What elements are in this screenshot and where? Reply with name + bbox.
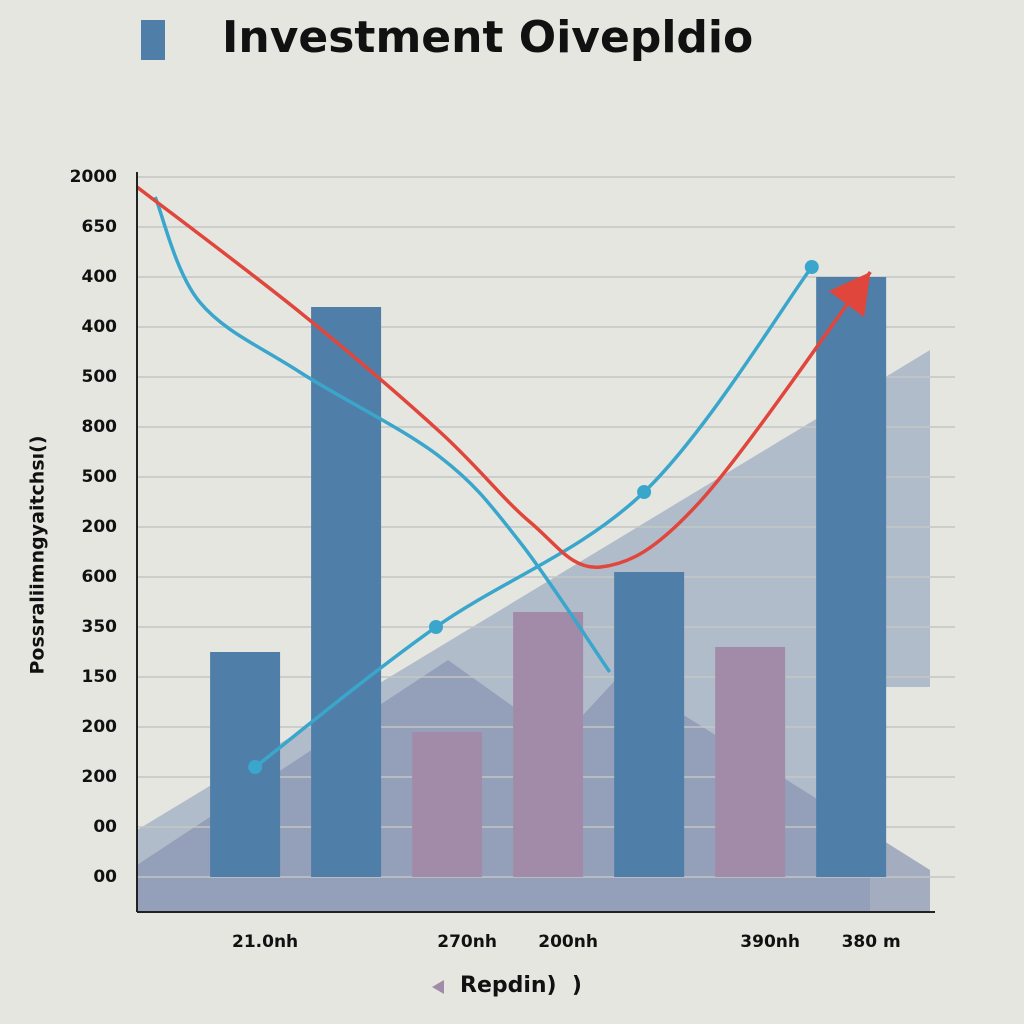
- arrow-head: [828, 272, 871, 318]
- line-marker: [428, 620, 443, 634]
- line-marker: [804, 260, 819, 274]
- x-tick-label: 21.0nh: [232, 932, 298, 952]
- x-tick-label: 380 m: [842, 932, 901, 952]
- x-tick-label: 200nh: [538, 932, 598, 952]
- y-tick-label: 200: [82, 517, 118, 537]
- chart-title: Investment Oivepldio: [222, 12, 753, 63]
- y-tick-label: 00: [93, 867, 117, 887]
- title-icon: [141, 20, 165, 60]
- bar: [210, 652, 281, 877]
- x-tick-label: 390nh: [740, 932, 800, 952]
- line-marker: [248, 760, 263, 774]
- legend-label: Repdin) ): [460, 973, 582, 998]
- bar: [614, 572, 685, 877]
- x-tick-label: 270nh: [437, 932, 497, 952]
- y-tick-label: 350: [82, 617, 118, 637]
- line-marker: [637, 485, 652, 499]
- y-tick-label: 500: [82, 467, 118, 487]
- y-tick-label: 2000: [70, 167, 117, 187]
- bar: [816, 277, 887, 877]
- y-tick-label: 650: [82, 217, 118, 237]
- y-tick-label: 200: [82, 717, 118, 737]
- line: [135, 185, 872, 569]
- line: [153, 196, 612, 673]
- bar: [513, 612, 584, 877]
- line: [254, 265, 814, 769]
- y-tick-label: 800: [82, 417, 118, 437]
- y-tick-label: 400: [82, 317, 118, 337]
- y-tick-label: 00: [93, 817, 117, 837]
- y-tick-label: 150: [82, 667, 118, 687]
- y-axis-label: Possraliimngyaitchsı(): [27, 435, 49, 674]
- y-tick-label: 500: [82, 367, 118, 387]
- bar: [311, 307, 382, 877]
- legend-marker: [432, 980, 444, 994]
- y-tick-label: 600: [82, 567, 118, 587]
- bar: [715, 647, 786, 877]
- y-tick-label: 400: [82, 267, 118, 287]
- y-tick-label: 200: [82, 767, 118, 787]
- bar: [412, 732, 483, 877]
